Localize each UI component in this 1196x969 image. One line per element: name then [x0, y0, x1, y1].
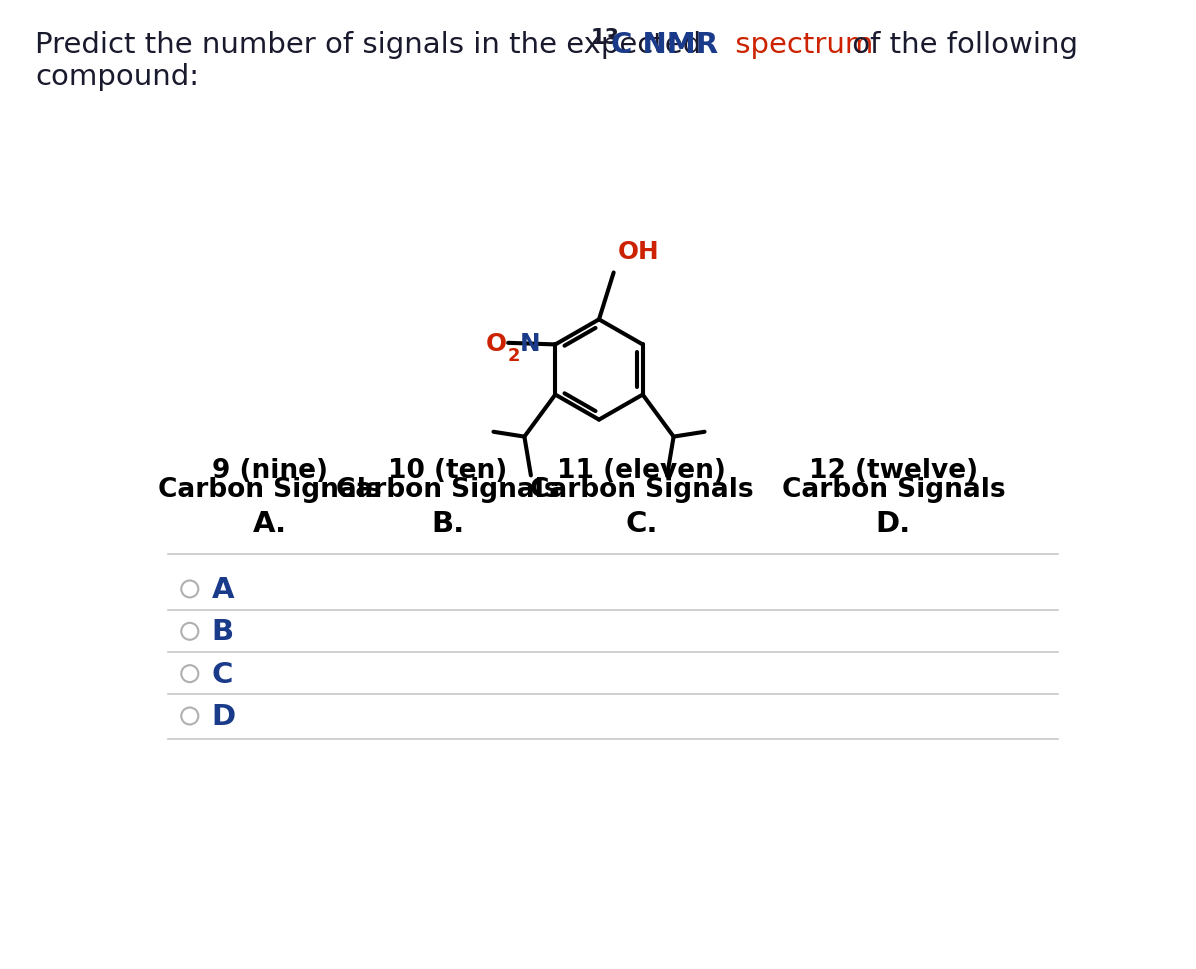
- Text: C NMR: C NMR: [611, 31, 718, 59]
- Text: B: B: [212, 617, 233, 645]
- Text: 11 (eleven): 11 (eleven): [557, 457, 726, 484]
- Text: Carbon Signals: Carbon Signals: [336, 477, 560, 502]
- Text: 9 (nine): 9 (nine): [212, 457, 328, 484]
- Text: OH: OH: [617, 239, 659, 264]
- Text: O: O: [486, 331, 506, 356]
- Text: C: C: [212, 660, 233, 688]
- Text: Carbon Signals: Carbon Signals: [530, 477, 753, 502]
- Text: Carbon Signals: Carbon Signals: [782, 477, 1006, 502]
- Text: spectrum: spectrum: [726, 31, 873, 59]
- Text: 12 (twelve): 12 (twelve): [808, 457, 978, 484]
- Text: D: D: [212, 703, 236, 731]
- Text: D.: D.: [875, 510, 911, 538]
- Text: compound:: compound:: [35, 63, 199, 91]
- Text: Predict the number of signals in the expected: Predict the number of signals in the exp…: [35, 31, 710, 59]
- Text: N: N: [519, 331, 541, 356]
- Text: Carbon Signals: Carbon Signals: [158, 477, 382, 502]
- Text: B.: B.: [432, 510, 464, 538]
- Text: C.: C.: [626, 510, 658, 538]
- Text: 2: 2: [508, 347, 520, 364]
- Text: A.: A.: [252, 510, 287, 538]
- Text: of the following: of the following: [843, 31, 1078, 59]
- Text: A: A: [212, 576, 234, 604]
- Text: 13: 13: [591, 28, 620, 47]
- Text: 10 (ten): 10 (ten): [389, 457, 507, 484]
